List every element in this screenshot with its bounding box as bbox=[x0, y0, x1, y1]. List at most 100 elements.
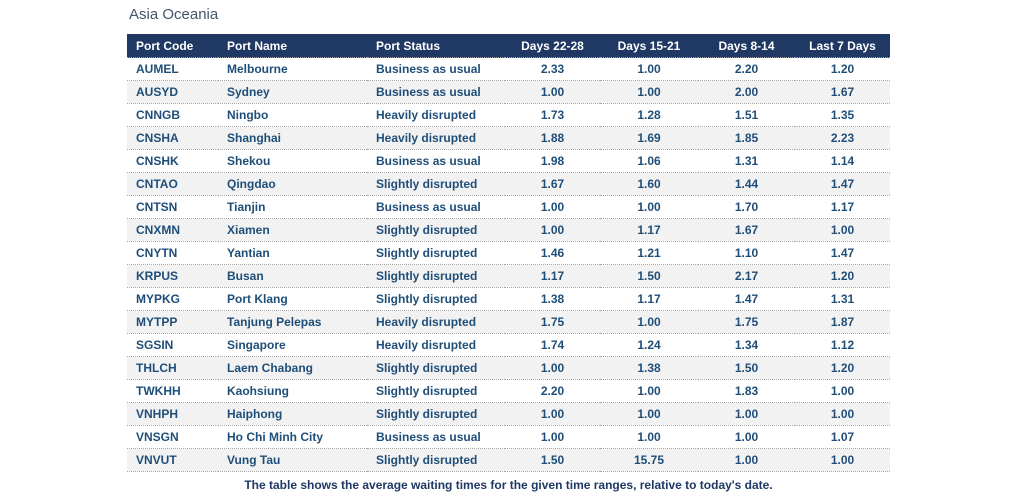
port-status-cell: Slightly disrupted bbox=[367, 264, 505, 288]
port-status-cell: Heavily disrupted bbox=[367, 126, 505, 150]
port-code-cell: CNNGB bbox=[127, 103, 218, 127]
table-row: CNXMN Xiamen Slightly disrupted 1.00 1.1… bbox=[127, 218, 890, 242]
days-22-28-cell: 1.00 bbox=[505, 218, 600, 242]
port-name-cell: Laem Chabang bbox=[218, 356, 367, 380]
port-name-cell: Xiamen bbox=[218, 218, 367, 242]
days-15-21-cell: 1.21 bbox=[600, 241, 698, 265]
port-code-cell: VNVUT bbox=[127, 448, 218, 472]
days-8-14-cell: 1.51 bbox=[698, 103, 795, 127]
port-status-cell: Heavily disrupted bbox=[367, 310, 505, 334]
port-code-cell: CNSHK bbox=[127, 149, 218, 173]
days-15-21-cell: 1.00 bbox=[600, 310, 698, 334]
table-row: AUMEL Melbourne Business as usual 2.33 1… bbox=[127, 57, 890, 81]
table-footnote: The table shows the average waiting time… bbox=[244, 478, 773, 492]
days-22-28-cell: 1.88 bbox=[505, 126, 600, 150]
table-row: SGSIN Singapore Heavily disrupted 1.74 1… bbox=[127, 333, 890, 357]
column-header-last-7-days: Last 7 Days bbox=[795, 34, 890, 58]
column-header-port-name: Port Name bbox=[218, 34, 367, 58]
last-7-days-cell: 1.17 bbox=[795, 195, 890, 219]
port-code-cell: THLCH bbox=[127, 356, 218, 380]
days-8-14-cell: 2.00 bbox=[698, 80, 795, 104]
port-code-cell: SGSIN bbox=[127, 333, 218, 357]
port-status-cell: Business as usual bbox=[367, 425, 505, 449]
table-row: CNTSN Tianjin Business as usual 1.00 1.0… bbox=[127, 195, 890, 219]
column-header-days-8-14: Days 8-14 bbox=[698, 34, 795, 58]
days-8-14-cell: 1.00 bbox=[698, 402, 795, 426]
last-7-days-cell: 1.47 bbox=[795, 241, 890, 265]
port-name-cell: Yantian bbox=[218, 241, 367, 265]
days-15-21-cell: 1.17 bbox=[600, 287, 698, 311]
table-row: VNSGN Ho Chi Minh City Business as usual… bbox=[127, 425, 890, 449]
days-15-21-cell: 1.69 bbox=[600, 126, 698, 150]
last-7-days-cell: 1.00 bbox=[795, 402, 890, 426]
days-22-28-cell: 1.74 bbox=[505, 333, 600, 357]
port-name-cell: Melbourne bbox=[218, 57, 367, 81]
port-code-cell: AUMEL bbox=[127, 57, 218, 81]
days-22-28-cell: 1.00 bbox=[505, 356, 600, 380]
days-8-14-cell: 1.31 bbox=[698, 149, 795, 173]
table-row: MYTPP Tanjung Pelepas Heavily disrupted … bbox=[127, 310, 890, 334]
port-code-cell: MYTPP bbox=[127, 310, 218, 334]
days-15-21-cell: 1.00 bbox=[600, 57, 698, 81]
days-22-28-cell: 1.00 bbox=[505, 402, 600, 426]
port-status-cell: Slightly disrupted bbox=[367, 448, 505, 472]
port-name-cell: Kaohsiung bbox=[218, 379, 367, 403]
table-row: VNVUT Vung Tau Slightly disrupted 1.50 1… bbox=[127, 448, 890, 472]
days-22-28-cell: 1.00 bbox=[505, 195, 600, 219]
table-row: AUSYD Sydney Business as usual 1.00 1.00… bbox=[127, 80, 890, 104]
column-header-days-22-28: Days 22-28 bbox=[505, 34, 600, 58]
days-22-28-cell: 1.17 bbox=[505, 264, 600, 288]
table-row: KRPUS Busan Slightly disrupted 1.17 1.50… bbox=[127, 264, 890, 288]
days-8-14-cell: 1.83 bbox=[698, 379, 795, 403]
port-name-cell: Tanjung Pelepas bbox=[218, 310, 367, 334]
days-8-14-cell: 1.70 bbox=[698, 195, 795, 219]
port-name-cell: Sydney bbox=[218, 80, 367, 104]
port-status-cell: Slightly disrupted bbox=[367, 218, 505, 242]
days-22-28-cell: 2.20 bbox=[505, 379, 600, 403]
port-name-cell: Shanghai bbox=[218, 126, 367, 150]
port-name-cell: Haiphong bbox=[218, 402, 367, 426]
port-status-cell: Slightly disrupted bbox=[367, 402, 505, 426]
port-name-cell: Singapore bbox=[218, 333, 367, 357]
port-status-cell: Slightly disrupted bbox=[367, 172, 505, 196]
port-status-cell: Slightly disrupted bbox=[367, 241, 505, 265]
last-7-days-cell: 1.12 bbox=[795, 333, 890, 357]
days-8-14-cell: 1.00 bbox=[698, 425, 795, 449]
last-7-days-cell: 1.47 bbox=[795, 172, 890, 196]
port-status-cell: Business as usual bbox=[367, 80, 505, 104]
port-code-cell: CNTSN bbox=[127, 195, 218, 219]
port-status-cell: Business as usual bbox=[367, 57, 505, 81]
days-15-21-cell: 1.38 bbox=[600, 356, 698, 380]
port-name-cell: Qingdao bbox=[218, 172, 367, 196]
days-22-28-cell: 1.38 bbox=[505, 287, 600, 311]
port-code-cell: CNYTN bbox=[127, 241, 218, 265]
port-status-cell: Heavily disrupted bbox=[367, 103, 505, 127]
days-8-14-cell: 1.85 bbox=[698, 126, 795, 150]
table-row: CNTAO Qingdao Slightly disrupted 1.67 1.… bbox=[127, 172, 890, 196]
port-code-cell: KRPUS bbox=[127, 264, 218, 288]
days-8-14-cell: 1.34 bbox=[698, 333, 795, 357]
days-8-14-cell: 1.47 bbox=[698, 287, 795, 311]
days-15-21-cell: 1.00 bbox=[600, 195, 698, 219]
port-code-cell: TWKHH bbox=[127, 379, 218, 403]
last-7-days-cell: 1.20 bbox=[795, 356, 890, 380]
days-15-21-cell: 1.00 bbox=[600, 425, 698, 449]
table-row: CNSHA Shanghai Heavily disrupted 1.88 1.… bbox=[127, 126, 890, 150]
port-waiting-times-table: Port Code Port Name Port Status Days 22-… bbox=[127, 34, 890, 472]
days-8-14-cell: 1.75 bbox=[698, 310, 795, 334]
days-15-21-cell: 1.50 bbox=[600, 264, 698, 288]
table-row: CNSHK Shekou Business as usual 1.98 1.06… bbox=[127, 149, 890, 173]
region-title: Asia Oceania bbox=[129, 6, 219, 23]
days-15-21-cell: 1.00 bbox=[600, 402, 698, 426]
last-7-days-cell: 1.00 bbox=[795, 379, 890, 403]
days-22-28-cell: 1.67 bbox=[505, 172, 600, 196]
days-22-28-cell: 1.46 bbox=[505, 241, 600, 265]
last-7-days-cell: 1.07 bbox=[795, 425, 890, 449]
port-code-cell: VNHPH bbox=[127, 402, 218, 426]
last-7-days-cell: 1.87 bbox=[795, 310, 890, 334]
port-code-cell: MYPKG bbox=[127, 287, 218, 311]
port-code-cell: VNSGN bbox=[127, 425, 218, 449]
table-body: AUMEL Melbourne Business as usual 2.33 1… bbox=[127, 57, 890, 472]
port-name-cell: Busan bbox=[218, 264, 367, 288]
